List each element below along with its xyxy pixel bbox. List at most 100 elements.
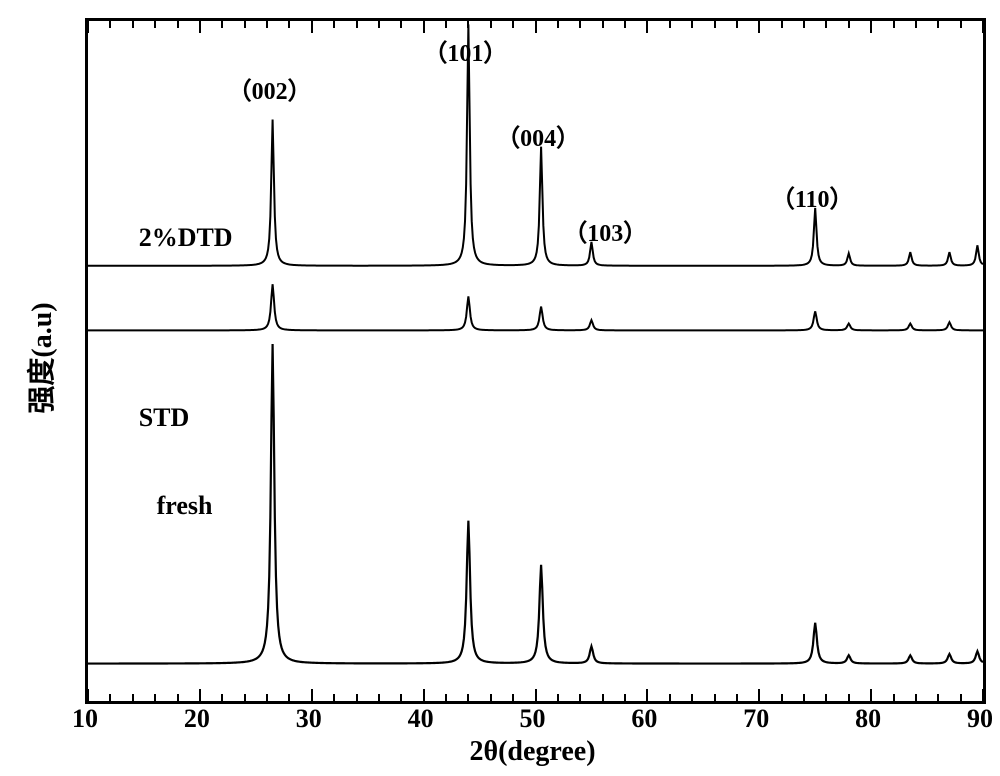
x-tick <box>109 694 111 701</box>
x-tick <box>691 21 693 28</box>
x-tick <box>557 21 559 28</box>
x-tick <box>378 694 380 701</box>
x-tick <box>937 21 939 28</box>
peak-label: （101） <box>423 33 507 68</box>
x-tick <box>356 694 358 701</box>
x-tick <box>445 21 447 28</box>
x-tick <box>758 21 760 33</box>
x-tick <box>87 21 89 33</box>
x-tick <box>535 21 537 33</box>
peak-label: （103） <box>563 213 647 248</box>
x-tick-label: 30 <box>296 704 322 734</box>
x-tick <box>333 21 335 28</box>
x-tick <box>132 21 134 28</box>
x-tick <box>266 21 268 28</box>
x-tick <box>266 694 268 701</box>
x-tick-label: 90 <box>967 704 993 734</box>
x-tick <box>199 21 201 33</box>
x-tick <box>714 694 716 701</box>
x-tick <box>132 694 134 701</box>
x-tick <box>602 694 604 701</box>
x-tick <box>937 694 939 701</box>
x-tick <box>423 21 425 33</box>
x-tick <box>467 21 469 28</box>
x-tick <box>960 694 962 701</box>
x-tick <box>646 689 648 701</box>
x-tick <box>177 694 179 701</box>
x-tick <box>982 21 984 33</box>
x-tick <box>467 694 469 701</box>
x-tick <box>154 21 156 28</box>
x-tick <box>199 689 201 701</box>
x-tick <box>915 694 917 701</box>
x-tick <box>535 689 537 701</box>
peak-label: （004） <box>496 118 580 153</box>
x-tick <box>691 694 693 701</box>
x-tick <box>288 694 290 701</box>
x-tick <box>87 689 89 701</box>
x-tick <box>736 21 738 28</box>
x-tick <box>221 694 223 701</box>
x-tick <box>400 694 402 701</box>
x-tick <box>736 694 738 701</box>
x-tick-label: 60 <box>631 704 657 734</box>
series-label-fresh: fresh <box>157 491 213 521</box>
x-tick <box>870 689 872 701</box>
x-tick <box>960 21 962 28</box>
x-tick <box>893 21 895 28</box>
x-tick <box>109 21 111 28</box>
x-tick <box>356 21 358 28</box>
x-tick <box>893 694 895 701</box>
x-tick-label: 20 <box>184 704 210 734</box>
x-tick <box>848 694 850 701</box>
x-tick <box>579 21 581 28</box>
series-label-STD: STD <box>139 403 190 433</box>
x-tick <box>288 21 290 28</box>
x-tick <box>758 689 760 701</box>
x-tick <box>669 694 671 701</box>
x-tick <box>490 21 492 28</box>
x-tick <box>490 694 492 701</box>
x-tick <box>602 21 604 28</box>
x-tick <box>803 694 805 701</box>
x-tick <box>221 21 223 28</box>
x-tick <box>982 689 984 701</box>
x-tick <box>579 694 581 701</box>
x-tick <box>378 21 380 28</box>
x-tick <box>870 21 872 33</box>
x-tick-label: 40 <box>408 704 434 734</box>
x-axis-label: 2θ(degree) <box>469 736 595 768</box>
x-tick <box>311 21 313 33</box>
x-tick <box>244 694 246 701</box>
x-tick <box>848 21 850 28</box>
x-tick <box>557 694 559 701</box>
x-tick <box>512 694 514 701</box>
x-tick <box>669 21 671 28</box>
x-tick <box>781 21 783 28</box>
x-tick <box>512 21 514 28</box>
x-tick-label: 50 <box>520 704 546 734</box>
x-tick-label: 80 <box>855 704 881 734</box>
x-tick <box>825 694 827 701</box>
x-tick <box>646 21 648 33</box>
x-tick <box>825 21 827 28</box>
x-tick <box>445 694 447 701</box>
x-tick <box>400 21 402 28</box>
x-tick <box>423 689 425 701</box>
x-tick <box>803 21 805 28</box>
x-tick <box>311 689 313 701</box>
x-tick <box>624 694 626 701</box>
x-tick <box>781 694 783 701</box>
y-axis-label: 强度(a.u) <box>20 302 60 413</box>
x-tick <box>624 21 626 28</box>
x-tick <box>333 694 335 701</box>
x-tick <box>177 21 179 28</box>
series-label-2pct_DTD: 2%DTD <box>139 223 233 253</box>
x-tick-label: 10 <box>72 704 98 734</box>
x-tick <box>714 21 716 28</box>
peak-label: （110） <box>771 179 854 214</box>
xrd-figure: 强度(a.u) 2θ(degree) 102030405060708090fre… <box>0 0 1000 776</box>
x-tick <box>244 21 246 28</box>
x-tick <box>915 21 917 28</box>
peak-label: （002） <box>228 71 312 106</box>
